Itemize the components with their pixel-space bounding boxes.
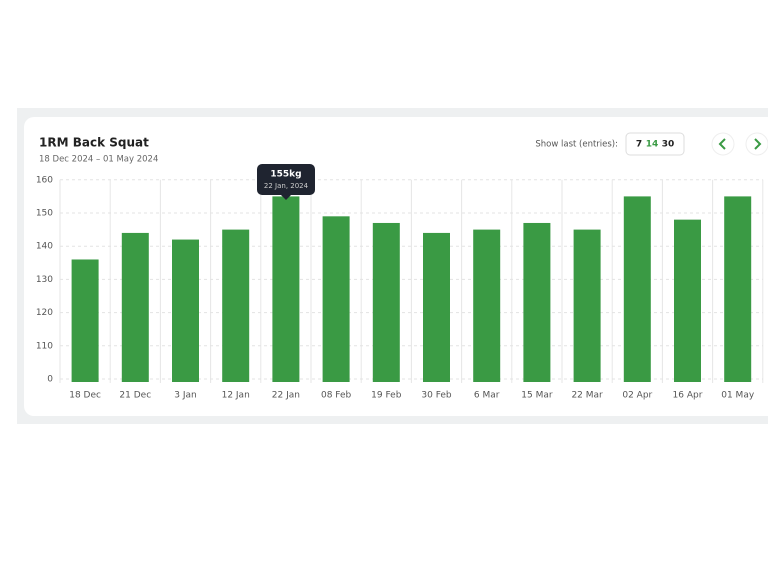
x-tick-label: 12 Jan <box>222 391 250 401</box>
bar <box>172 239 199 382</box>
bar <box>573 229 601 382</box>
bar <box>272 196 300 382</box>
tooltip-date: 22 Jan, 2024 <box>264 182 309 190</box>
next-button[interactable] <box>745 132 768 156</box>
y-tick-label: 150 <box>36 209 53 219</box>
y-tick-label: 120 <box>36 308 53 318</box>
bar <box>523 222 551 382</box>
y-tick-label: 110 <box>36 341 53 351</box>
x-tick-label: 30 Feb <box>421 391 452 401</box>
x-tick-label: 21 Dec <box>119 391 151 401</box>
tooltip: 155kg 22 Jan, 2024 <box>257 164 315 200</box>
x-tick-label: 08 Feb <box>321 391 352 401</box>
bar <box>423 232 450 382</box>
show-last-label: Show last (entries): <box>535 140 618 150</box>
bar <box>623 196 651 382</box>
plot: 0 110 120 130 140 150 160 18 Dec 21 Dec 3 Jan 12 J… <box>36 175 764 401</box>
x-tick-label: 15 Mar <box>521 391 553 401</box>
x-tick-label: 19 Feb <box>371 391 402 401</box>
x-tick-label: 22 Mar <box>571 391 603 401</box>
x-tick-label: 01 May <box>721 391 755 401</box>
range-option[interactable]: 30 <box>662 140 675 150</box>
tooltip-value: 155kg <box>270 170 301 180</box>
bar <box>674 219 701 382</box>
chart-subtitle: 18 Dec 2024 – 01 May 2024 <box>39 155 158 165</box>
x-tick-label: 3 Jan <box>174 391 196 401</box>
range-option-active[interactable]: 14 <box>646 140 659 150</box>
chart-title: 1RM Back Squat <box>39 136 149 150</box>
bar <box>71 259 99 382</box>
y-tick-label: 160 <box>36 175 53 185</box>
bar <box>121 232 149 382</box>
x-tick-label: 16 Apr <box>673 391 703 401</box>
y-tick-label: 140 <box>36 242 53 252</box>
bar <box>724 196 752 382</box>
bar <box>222 229 250 382</box>
bar <box>473 229 501 382</box>
prev-button[interactable] <box>711 132 735 156</box>
x-tick-label: 18 Dec <box>69 391 101 401</box>
y-tick-label: 130 <box>36 275 53 285</box>
range-selector <box>625 132 685 156</box>
bar <box>322 216 350 382</box>
x-tick-label: 22 Jan <box>272 391 300 401</box>
range-option[interactable]: 7 <box>636 140 642 150</box>
x-tick-label: 02 Apr <box>622 391 652 401</box>
y-tick-label: 0 <box>47 375 53 385</box>
bar <box>372 222 400 382</box>
x-tick-label: 6 Mar <box>474 391 500 401</box>
